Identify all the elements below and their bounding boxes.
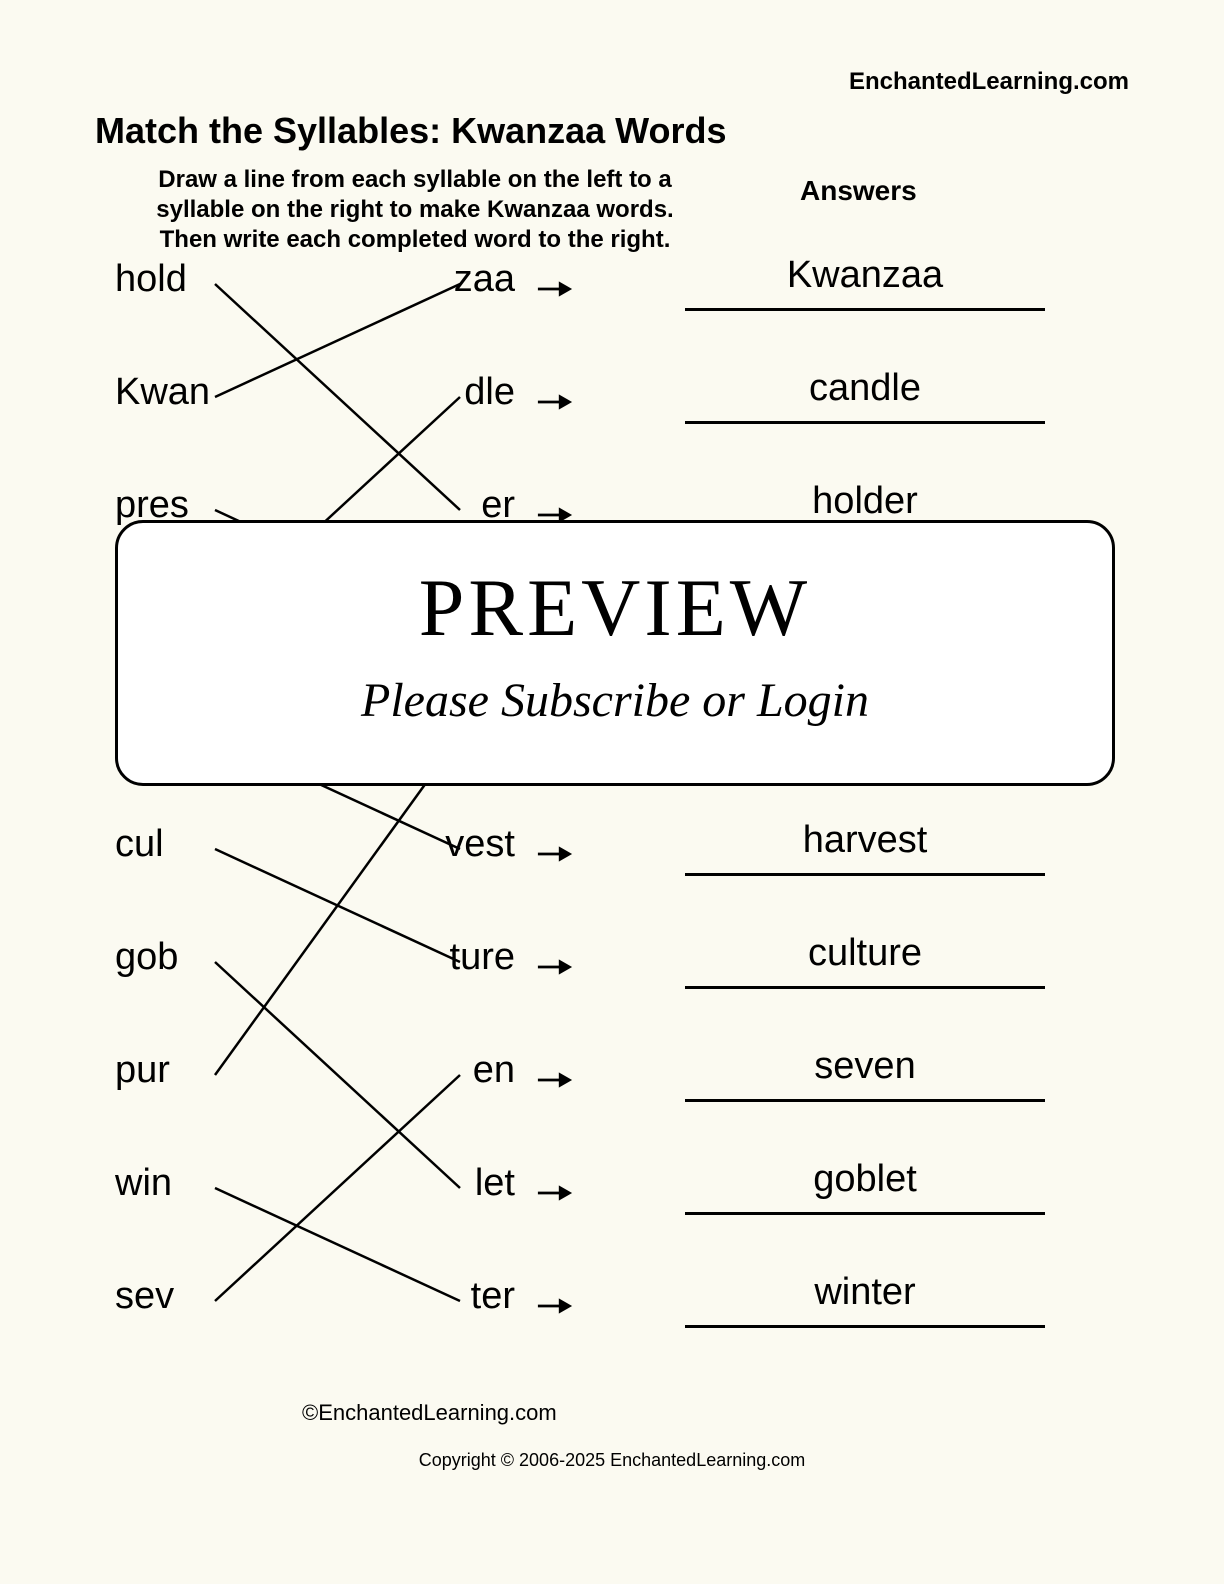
- page-title: Match the Syllables: Kwanzaa Words: [95, 110, 727, 152]
- instructions: Draw a line from each syllable on the le…: [135, 165, 695, 255]
- arrow-icon: [535, 833, 575, 876]
- match-diagram: holdzaaKwanzaaKwandlecandlepreserholderc…: [95, 258, 1129, 1393]
- left-syllable: hold: [115, 258, 187, 301]
- answer-blank: candle: [685, 369, 1045, 424]
- answers-label: Answers: [800, 175, 917, 207]
- right-syllable: en: [415, 1049, 515, 1092]
- right-syllable: zaa: [415, 258, 515, 301]
- answer-text: candle: [809, 367, 921, 410]
- left-syllable: Kwan: [115, 371, 210, 414]
- arrow-icon: [535, 381, 575, 424]
- arrow-icon: [535, 946, 575, 989]
- answer-blank: Kwanzaa: [685, 256, 1045, 311]
- answer-blank: harvest: [685, 821, 1045, 876]
- answer-text: seven: [814, 1045, 915, 1088]
- answer-blank: goblet: [685, 1160, 1045, 1215]
- right-syllable: dle: [415, 371, 515, 414]
- arrow-icon: [535, 1172, 575, 1215]
- worksheet-page: EnchantedLearning.com Match the Syllable…: [0, 0, 1224, 1584]
- copyright: Copyright © 2006-2025 EnchantedLearning.…: [0, 1450, 1224, 1471]
- overlay-subtitle: Please Subscribe or Login: [118, 673, 1112, 728]
- left-syllable: gob: [115, 936, 178, 979]
- answer-text: Kwanzaa: [787, 254, 943, 297]
- arrow-icon: [535, 1285, 575, 1328]
- answer-text: harvest: [803, 819, 928, 862]
- brand-top: EnchantedLearning.com: [849, 68, 1129, 96]
- left-syllable: sev: [115, 1275, 174, 1318]
- answer-text: culture: [808, 932, 922, 975]
- answer-blank: winter: [685, 1273, 1045, 1328]
- left-syllable: pur: [115, 1049, 170, 1092]
- answer-blank: culture: [685, 934, 1045, 989]
- right-syllable: ture: [415, 936, 515, 979]
- right-syllable: vest: [415, 823, 515, 866]
- left-syllable: cul: [115, 823, 164, 866]
- preview-overlay[interactable]: PREVIEW Please Subscribe or Login: [115, 520, 1115, 786]
- arrow-icon: [535, 268, 575, 311]
- overlay-title: PREVIEW: [118, 561, 1112, 655]
- answer-text: holder: [812, 480, 918, 523]
- left-syllable: win: [115, 1162, 172, 1205]
- right-syllable: let: [415, 1162, 515, 1205]
- answer-blank: seven: [685, 1047, 1045, 1102]
- arrow-icon: [535, 1059, 575, 1102]
- answer-text: goblet: [813, 1158, 917, 1201]
- brand-bottom: ©EnchantedLearning.com: [302, 1400, 557, 1426]
- answer-text: winter: [814, 1271, 915, 1314]
- right-syllable: ter: [415, 1275, 515, 1318]
